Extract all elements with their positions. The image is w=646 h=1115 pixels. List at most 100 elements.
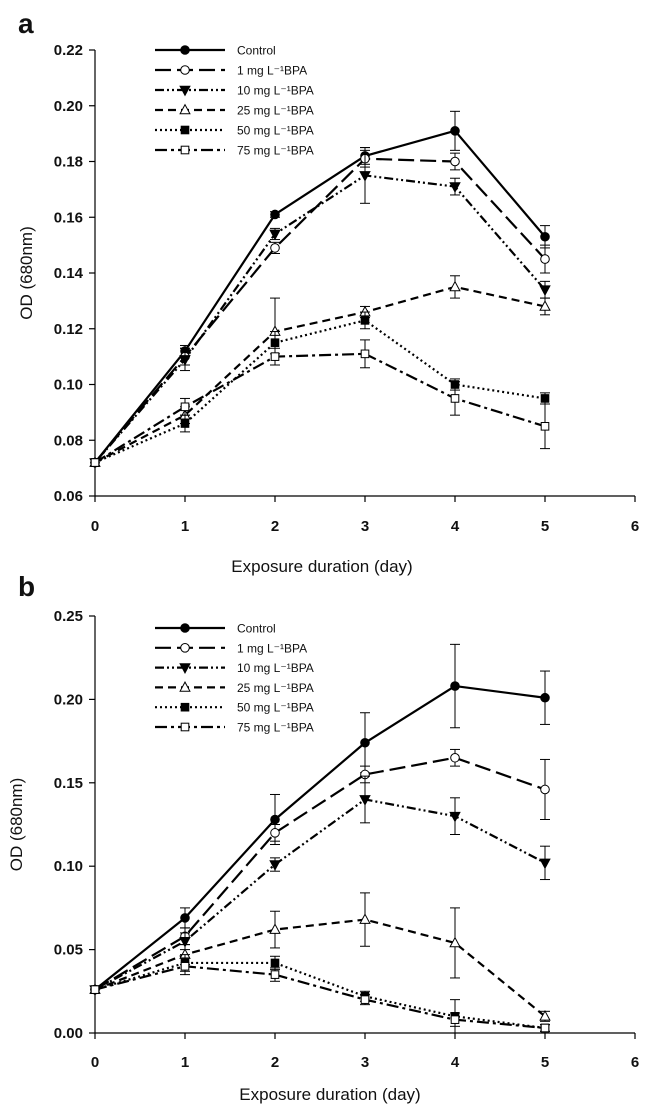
y-tick-label: 0.20 bbox=[54, 691, 83, 708]
data-point bbox=[269, 860, 281, 871]
x-axis-title: Exposure duration (day) bbox=[239, 1085, 420, 1104]
series-3 bbox=[89, 775, 551, 996]
series-line bbox=[94, 352, 546, 464]
legend-label: 1 mg L⁻¹BPA bbox=[237, 641, 307, 655]
data-point bbox=[449, 936, 461, 948]
data-point bbox=[540, 394, 550, 403]
data-point bbox=[180, 402, 190, 412]
y-tick-label: 0.16 bbox=[54, 209, 83, 226]
y-axis-title: OD (680nm) bbox=[7, 778, 26, 872]
series-line bbox=[94, 174, 546, 464]
legend-marker bbox=[179, 681, 191, 692]
x-axis-title: Exposure duration (day) bbox=[231, 557, 412, 576]
series-1 bbox=[90, 643, 550, 995]
x-tick-label: 0 bbox=[91, 518, 99, 535]
series-1 bbox=[90, 110, 550, 468]
x-tick-label: 4 bbox=[451, 518, 460, 535]
series-2 bbox=[90, 149, 550, 468]
data-point bbox=[360, 316, 370, 325]
data-point bbox=[539, 1009, 551, 1021]
x-tick-label: 3 bbox=[361, 518, 369, 535]
data-point bbox=[360, 995, 370, 1004]
series-6 bbox=[90, 957, 550, 1033]
series-6 bbox=[90, 339, 550, 467]
legend-label: 75 mg L⁻¹BPA bbox=[237, 721, 314, 735]
legend-marker bbox=[180, 623, 190, 633]
y-tick-label: 0.14 bbox=[54, 265, 84, 282]
data-point bbox=[180, 913, 190, 923]
data-point bbox=[270, 970, 280, 979]
data-point bbox=[540, 422, 550, 431]
data-point bbox=[540, 784, 550, 795]
legend: Control 1 mg L⁻¹BPA 10 mg L⁻¹BPA 25 mg L⁻¹B… bbox=[155, 622, 314, 735]
legend-marker bbox=[180, 45, 190, 55]
x-tick-label: 3 bbox=[361, 1054, 369, 1071]
data-point bbox=[269, 923, 281, 934]
data-point bbox=[270, 243, 280, 253]
series-line bbox=[94, 961, 546, 1030]
y-tick-label: 0.25 bbox=[54, 608, 83, 625]
y-tick-label: 0.08 bbox=[54, 432, 83, 449]
series-line bbox=[94, 129, 546, 464]
data-point bbox=[540, 231, 550, 242]
y-tick-label: 0.20 bbox=[54, 98, 83, 115]
data-point bbox=[449, 182, 461, 193]
legend-label: 25 mg L⁻¹BPA bbox=[237, 104, 314, 118]
panel-label-a: a bbox=[18, 8, 34, 39]
chart-panel-a: a 0.06 0.08 0.10 0.12 0.14 0.16 0.18 0.20 0.22 0 1… bbox=[17, 8, 639, 576]
data-point bbox=[540, 692, 550, 703]
data-point bbox=[180, 961, 190, 971]
series-5 bbox=[90, 311, 550, 467]
data-point bbox=[450, 156, 460, 167]
data-point bbox=[270, 828, 280, 838]
series-4 bbox=[89, 275, 551, 467]
data-point bbox=[450, 1015, 460, 1024]
y-tick-label: 0.12 bbox=[54, 321, 83, 338]
data-point bbox=[539, 285, 551, 297]
y-tick-label: 0.15 bbox=[54, 775, 83, 792]
x-tick-label: 1 bbox=[181, 1054, 189, 1071]
series-line bbox=[94, 756, 546, 991]
legend-marker bbox=[180, 702, 190, 712]
data-point bbox=[179, 355, 191, 366]
series-3 bbox=[89, 147, 551, 469]
data-point bbox=[359, 795, 371, 806]
x-tick-label: 2 bbox=[271, 518, 279, 535]
legend-label: 50 mg L⁻¹BPA bbox=[237, 124, 314, 138]
data-point bbox=[449, 280, 461, 292]
data-point bbox=[450, 126, 460, 136]
legend-label: 50 mg L⁻¹BPA bbox=[237, 701, 314, 715]
legend-marker bbox=[180, 145, 190, 155]
legend-marker bbox=[179, 85, 191, 97]
x-tick-label: 6 bbox=[631, 518, 639, 535]
data-point bbox=[540, 254, 550, 264]
data-point bbox=[269, 229, 281, 241]
series-2 bbox=[90, 748, 550, 995]
y-tick-label: 0.10 bbox=[54, 377, 83, 394]
series-line bbox=[94, 918, 546, 1018]
y-tick-label: 0.00 bbox=[54, 1025, 83, 1042]
series-line bbox=[94, 285, 546, 464]
x-tick-label: 1 bbox=[181, 518, 189, 535]
x-tick-label: 0 bbox=[91, 1054, 99, 1071]
data-point bbox=[539, 858, 551, 870]
y-tick-label: 0.18 bbox=[54, 154, 83, 171]
legend: Control 1 mg L⁻¹BPA 10 mg L⁻¹BPA 25 mg L⁻¹B… bbox=[155, 44, 314, 158]
data-point bbox=[539, 300, 551, 311]
data-point bbox=[270, 338, 280, 347]
series-line bbox=[94, 157, 546, 464]
data-point bbox=[270, 958, 280, 968]
y-tick-label: 0.05 bbox=[54, 942, 83, 959]
legend-label: Control bbox=[237, 44, 276, 58]
legend-label: 25 mg L⁻¹BPA bbox=[237, 681, 314, 695]
legend-marker bbox=[179, 663, 191, 674]
data-point bbox=[450, 394, 460, 403]
data-point bbox=[90, 458, 100, 467]
legend-marker bbox=[180, 722, 190, 732]
data-point bbox=[540, 1023, 550, 1033]
legend-marker bbox=[180, 643, 190, 653]
data-point bbox=[449, 811, 461, 823]
x-tick-label: 5 bbox=[541, 1054, 549, 1071]
